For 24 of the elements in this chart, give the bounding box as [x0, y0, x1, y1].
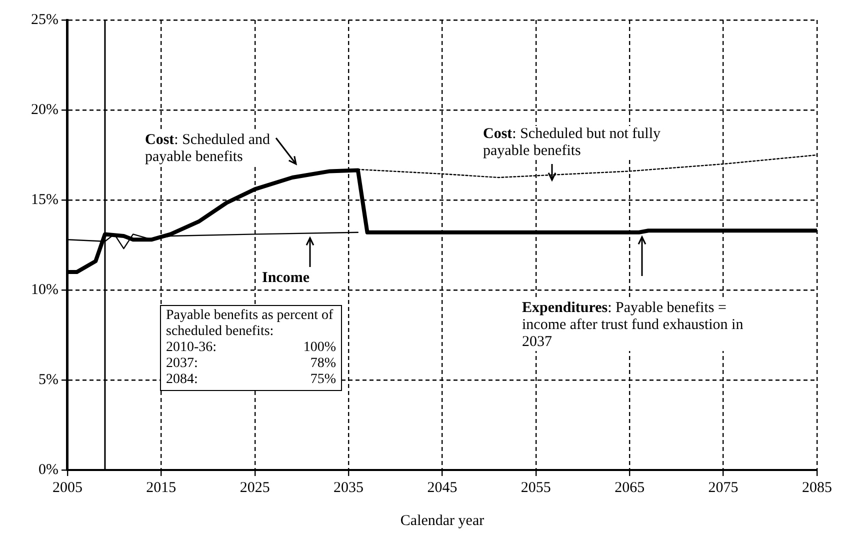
- text: 2084: 75%: [166, 372, 336, 387]
- y-tick-label: 10%: [30, 282, 58, 298]
- annotation: Expenditures: Payable benefits = income after trust fund exhaustion in 2037: [522, 300, 752, 351]
- x-tick-label: 2015: [146, 480, 176, 496]
- y-tick-label: 0%: [38, 462, 58, 478]
- annotation: Payable benefits as percent of scheduled benefits:: [166, 308, 334, 340]
- y-tick-label: 15%: [30, 192, 58, 208]
- x-axis-title: Calendar year: [400, 512, 484, 529]
- x-tick-label: 2085: [802, 480, 832, 496]
- annotation: Cost: Scheduled but not fully payable benefits: [483, 126, 673, 160]
- x-tick-label: 2075: [708, 480, 738, 496]
- text: 2037: 78%: [166, 356, 336, 371]
- x-tick-label: 2005: [52, 480, 82, 496]
- annotation: Cost: Scheduled and payable benefits: [145, 132, 295, 166]
- x-tick-label: 2045: [427, 480, 458, 496]
- y-tick-label: 20%: [30, 102, 58, 118]
- x-tick-label: 2025: [240, 480, 270, 496]
- y-tick-label: 25%: [30, 12, 58, 28]
- x-tick-label: 2065: [614, 480, 645, 496]
- annotation: Income: [262, 270, 310, 286]
- text: 2010-36: 100%: [166, 340, 336, 355]
- y-tick-label: 5%: [38, 372, 58, 388]
- x-tick-label: 2055: [520, 480, 551, 496]
- x-tick-label: 2035: [334, 480, 364, 496]
